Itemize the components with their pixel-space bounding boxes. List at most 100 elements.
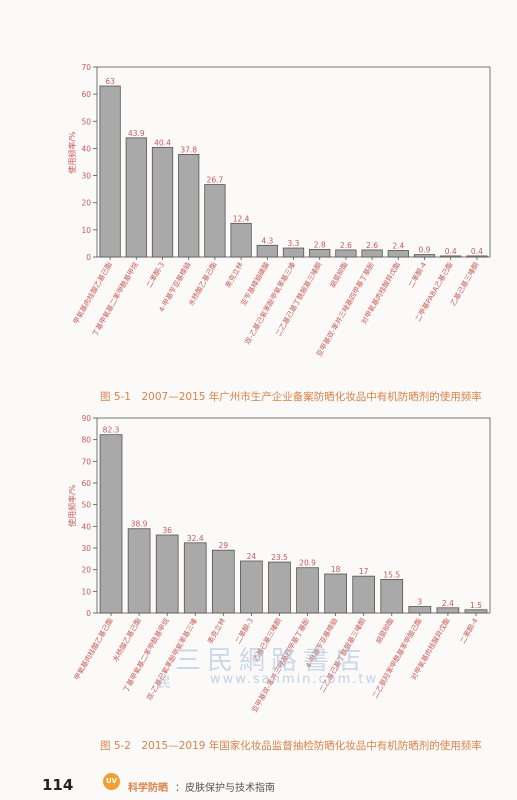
bar [380,579,404,614]
data-label: 43.9 [128,129,145,138]
figure-caption-5-1: 图 5-1 2007—2015 年广州市生产企业备案防晒化妆品中有机防晒剂的使用… [100,391,482,403]
category-label: 胡莫柳酯 [328,261,350,290]
bar [204,184,226,258]
watermark-min-char: 民 [158,676,172,691]
category-label: 甲氧基肉桂酸乙基己酯 [72,617,115,682]
data-label: 3.3 [288,239,300,248]
y-tick-label: 0 [86,609,91,618]
bar [466,255,488,258]
data-label: 38.9 [131,520,148,529]
y-tick-label: 70 [81,63,91,72]
data-label: 23.5 [271,553,288,562]
data-label: 2.6 [366,241,378,250]
bar [464,609,488,614]
bar [408,606,432,614]
data-label: 37.8 [180,145,197,154]
bar [178,154,200,258]
data-label: 3 [417,598,422,607]
category-label: 水杨酸乙基己酯 [186,261,218,308]
data-label: 20.9 [299,559,316,568]
y-axis-label: 使用频率/% [67,131,77,174]
data-label: 0.4 [445,247,457,256]
y-tick-label: 50 [81,501,91,510]
bar [324,573,347,614]
page-footer: 114 UV 科学防晒 ：皮肤保护与技术指南 [0,773,517,800]
y-tick-label: 20 [81,199,91,208]
data-label: 15.5 [383,570,400,579]
bar [155,534,179,614]
bar [256,244,278,258]
bar [282,247,305,258]
bar [268,561,291,614]
y-tick-label: 60 [81,90,91,99]
data-label: 2.4 [392,241,404,250]
category-label: 水杨酸乙基己酯 [111,617,143,664]
data-label: 0.9 [419,246,431,255]
bar [99,85,121,258]
book-title: 科学防晒 [128,783,168,794]
category-label: 亚苄基樟脑磺酸 [239,261,271,308]
data-label: 24 [247,552,257,561]
data-label: 12.4 [233,214,250,223]
bar [440,255,462,258]
chart-5-1: 010203040506070使用频率/%63甲氧基肉桂酸乙基己酯43.9丁基甲… [67,63,491,358]
bar [296,567,319,614]
y-tick-label: 10 [81,587,91,596]
data-label: 32.4 [187,534,204,543]
watermark-text: 三民網路書店 [175,646,368,676]
y-tick-label: 0 [86,253,91,262]
data-label: 2.4 [442,599,454,608]
bar [240,560,263,614]
bar [335,249,357,258]
bar [309,248,331,258]
y-tick-label: 90 [81,414,91,423]
data-label: 1.5 [470,601,482,610]
data-label: 63 [105,77,115,86]
bar [211,549,235,614]
data-label: 82.3 [103,426,120,435]
data-label: 0.4 [471,247,483,256]
category-label: 丁基甲氧基二苯甲酰基甲烷 [90,261,140,338]
y-tick-label: 60 [81,479,91,488]
y-tick-label: 80 [81,436,91,445]
category-label: 二苯酮-4 [458,616,480,645]
bar [125,137,147,258]
bar [99,434,123,614]
category-label: 奥克立林 [223,261,245,290]
category-label: 二乙基己基丁酰胺基三嗪酮 [274,261,324,338]
y-tick-label: 30 [81,544,91,553]
data-label: 4.3 [261,236,273,245]
data-label: 36 [162,526,172,535]
category-label: 二苯酮-4 [406,260,428,289]
y-tick-label: 30 [81,172,91,181]
plot-frame [96,417,491,614]
uv-logo-icon: UV [103,773,120,790]
bar [151,146,174,258]
data-label: 2.8 [314,240,326,249]
y-tick-label: 20 [81,566,91,575]
category-label: 胡莫柳酯 [374,617,396,646]
y-tick-label: 50 [81,117,91,126]
page-number: 114 [42,776,74,794]
data-label: 17 [359,567,369,576]
bar [436,607,460,614]
y-tick-label: 40 [81,522,91,531]
bar [361,249,383,258]
bar [352,575,376,614]
watermark-url: www.sanmin.com.tw [210,672,379,687]
y-tick-label: 10 [81,226,91,235]
data-label: 2.6 [340,241,352,250]
bar [127,528,151,614]
data-label: 29 [219,541,229,550]
bar [183,542,207,614]
book-subtitle: ：皮肤保护与技术指南 [175,783,275,794]
category-label: 二乙氨羟苯甲酰基苯甲酸己酯 [370,617,423,700]
category-label: 乙基己基三嗪酮 [448,261,480,308]
bar [230,222,252,258]
data-label: 40.4 [154,138,171,147]
y-tick-label: 40 [81,144,91,153]
bar [387,250,409,258]
data-label: 18 [331,565,341,574]
y-tick-label: 70 [81,457,91,466]
figure-caption-5-2: 图 5-2 2015—2019 年国家化妆品监督抽检防晒化妆品中有机防晒剂的使用… [100,740,482,752]
